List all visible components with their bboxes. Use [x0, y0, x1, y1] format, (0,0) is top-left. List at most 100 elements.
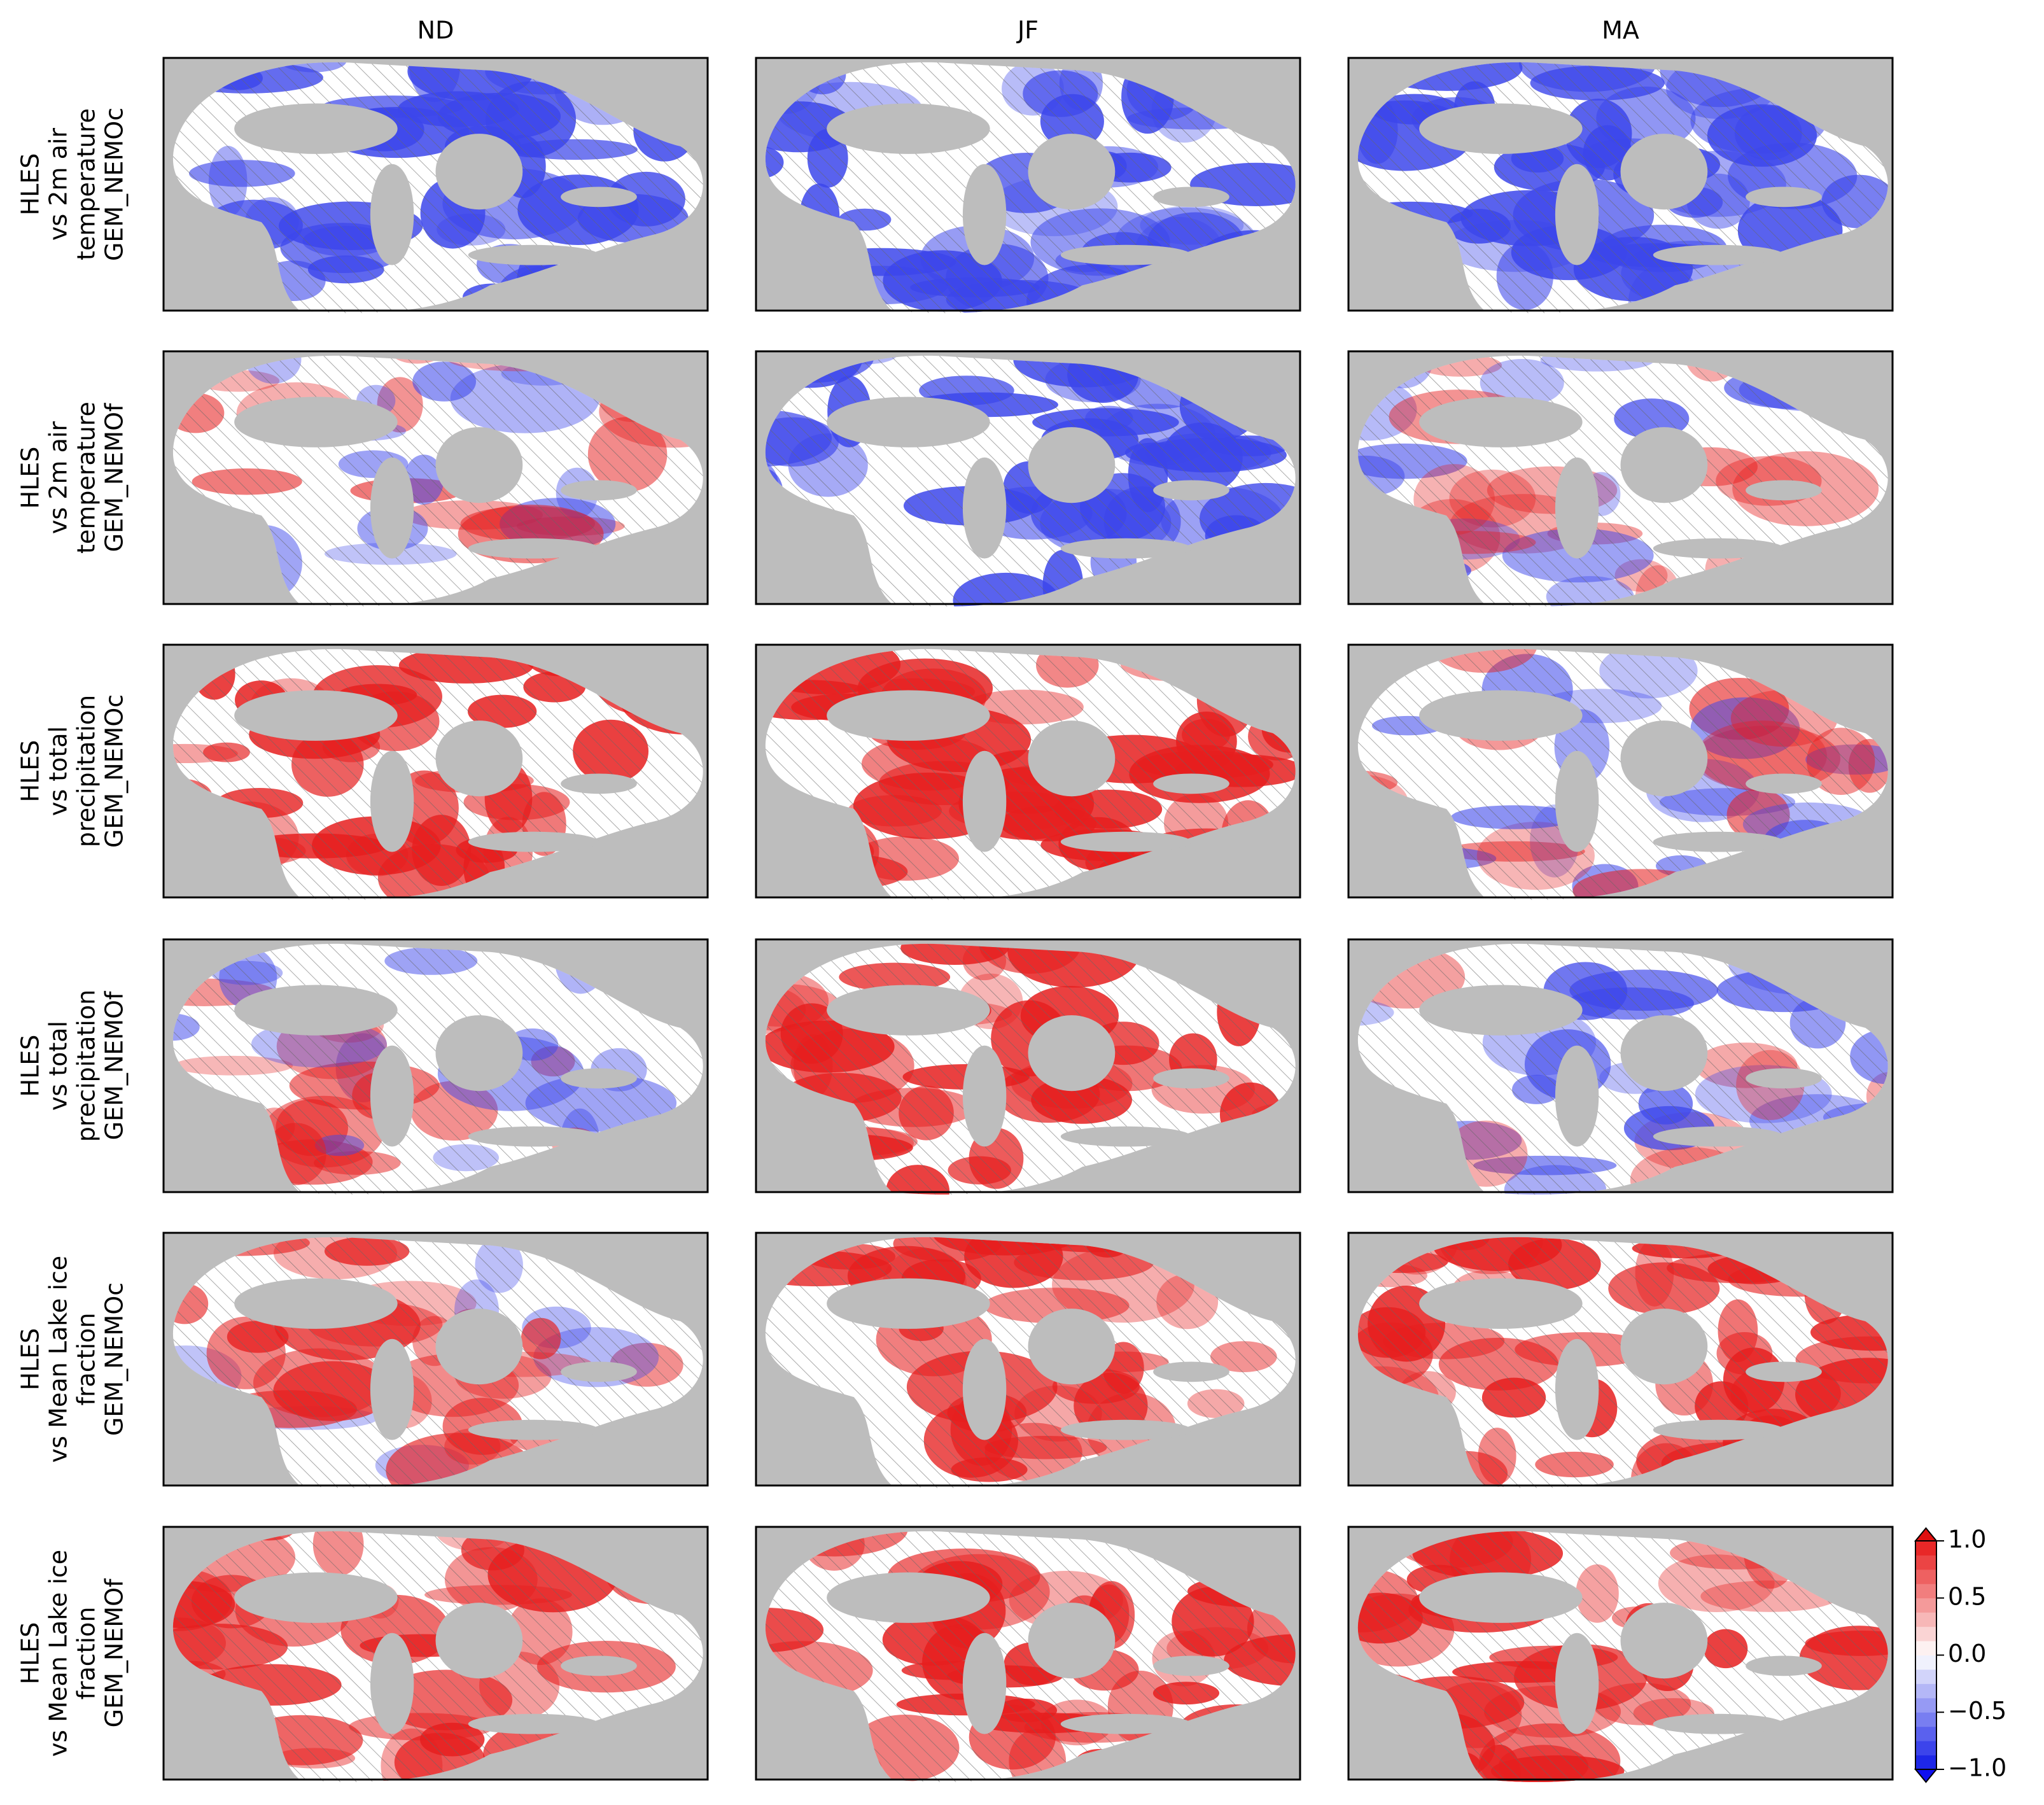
panel-frame	[1347, 1232, 1894, 1487]
colorbar-step	[1915, 1584, 1936, 1599]
panel-frame	[1347, 1526, 1894, 1781]
lake	[468, 1713, 599, 1734]
colorbar-step	[1915, 1569, 1936, 1584]
lake	[1028, 1603, 1116, 1679]
row-label: GEM_NEMOf	[101, 1578, 129, 1727]
lake	[370, 1633, 414, 1734]
row-label: vs Mean Lake ice	[45, 1256, 73, 1463]
row-label: fraction	[73, 1313, 101, 1406]
row-label: HLES	[17, 740, 45, 803]
panel-frame	[1347, 643, 1894, 899]
lake	[827, 1278, 990, 1329]
colorbar-step	[1915, 1655, 1936, 1670]
lake	[468, 538, 599, 559]
panel-frame	[755, 350, 1301, 605]
lake	[962, 750, 1007, 852]
lake	[1153, 480, 1229, 501]
lake	[1153, 186, 1229, 207]
lake	[234, 1572, 398, 1623]
panel-frame	[755, 1232, 1301, 1487]
row-label: HLES	[17, 1328, 45, 1391]
lake	[1555, 1338, 1599, 1440]
lake	[1419, 1572, 1583, 1623]
lake	[468, 1126, 599, 1147]
lake	[827, 103, 990, 154]
lake	[1653, 1419, 1784, 1440]
lake	[1653, 244, 1784, 265]
row-label: vs total	[45, 1021, 73, 1111]
lake	[1555, 1633, 1599, 1734]
lake	[1555, 457, 1599, 559]
colorbar-step	[1915, 1726, 1936, 1741]
lake	[1746, 1068, 1822, 1089]
colorbar-step	[1915, 1598, 1936, 1613]
colorbar-step	[1915, 1712, 1936, 1727]
lake	[1153, 1068, 1229, 1089]
lake	[1060, 244, 1191, 265]
row-label: GEM_NEMOc	[101, 1282, 129, 1436]
lake	[1419, 1278, 1583, 1329]
lake	[1555, 1045, 1599, 1147]
lake	[827, 690, 990, 741]
colorbar-step	[1915, 1612, 1936, 1627]
lake	[1028, 134, 1116, 210]
lake	[234, 103, 398, 154]
lake	[234, 690, 398, 741]
lake	[1555, 164, 1599, 265]
panel-frame	[162, 1232, 709, 1487]
panel-frame	[162, 643, 709, 899]
row-label: vs total	[45, 726, 73, 816]
lake	[561, 1361, 637, 1382]
lake	[561, 480, 637, 501]
panel-frame	[1347, 350, 1894, 605]
row-label: HLES	[17, 1035, 45, 1097]
lake	[561, 186, 637, 207]
colorbar-step	[1915, 1641, 1936, 1655]
lake	[1620, 720, 1708, 797]
lake	[1653, 1126, 1784, 1147]
lake	[1620, 1309, 1708, 1385]
lake	[962, 1045, 1007, 1147]
lake	[962, 457, 1007, 559]
lake	[1419, 690, 1583, 741]
colorbar-step	[1915, 1755, 1936, 1770]
lake	[1620, 1603, 1708, 1679]
lake	[1153, 1655, 1229, 1676]
colorbar-tick-label: 0.0	[1948, 1640, 1986, 1668]
lake	[1060, 538, 1191, 559]
row-label: GEM_NEMOf	[101, 990, 129, 1140]
lake	[435, 134, 523, 210]
lake	[1060, 1126, 1191, 1147]
lake	[1746, 186, 1822, 207]
lake	[1060, 831, 1191, 852]
lake	[1555, 750, 1599, 852]
colorbar-tick-label: 1.0	[1948, 1526, 1986, 1554]
lake	[435, 1603, 523, 1679]
colorbar-tick-label: −1.0	[1948, 1754, 2006, 1782]
lake	[1419, 103, 1583, 154]
lake	[962, 164, 1007, 265]
row-label: HLES	[17, 153, 45, 216]
row-label: vs Mean Lake ice	[45, 1550, 73, 1757]
lake	[1653, 1713, 1784, 1734]
row-label: precipitation	[73, 695, 101, 847]
lake	[1620, 1015, 1708, 1092]
lake	[1620, 134, 1708, 210]
row-label: HLES	[17, 1622, 45, 1685]
lake	[827, 397, 990, 447]
lake	[1419, 985, 1583, 1036]
lake	[1153, 773, 1229, 794]
colorbar-tick-label: −0.5	[1948, 1697, 2006, 1725]
row-label: temperature	[73, 402, 101, 554]
colorbar-step	[1915, 1555, 1936, 1570]
lake	[827, 985, 990, 1036]
column-title: JF	[1016, 17, 1039, 45]
colorbar-extend-top	[1914, 1527, 1938, 1542]
row-label: temperature	[73, 108, 101, 260]
lake	[370, 457, 414, 559]
lake	[370, 1045, 414, 1147]
panel-frame	[162, 57, 709, 312]
row-label: fraction	[73, 1607, 101, 1700]
panel-frame	[162, 938, 709, 1193]
panel-frame	[1347, 938, 1894, 1193]
